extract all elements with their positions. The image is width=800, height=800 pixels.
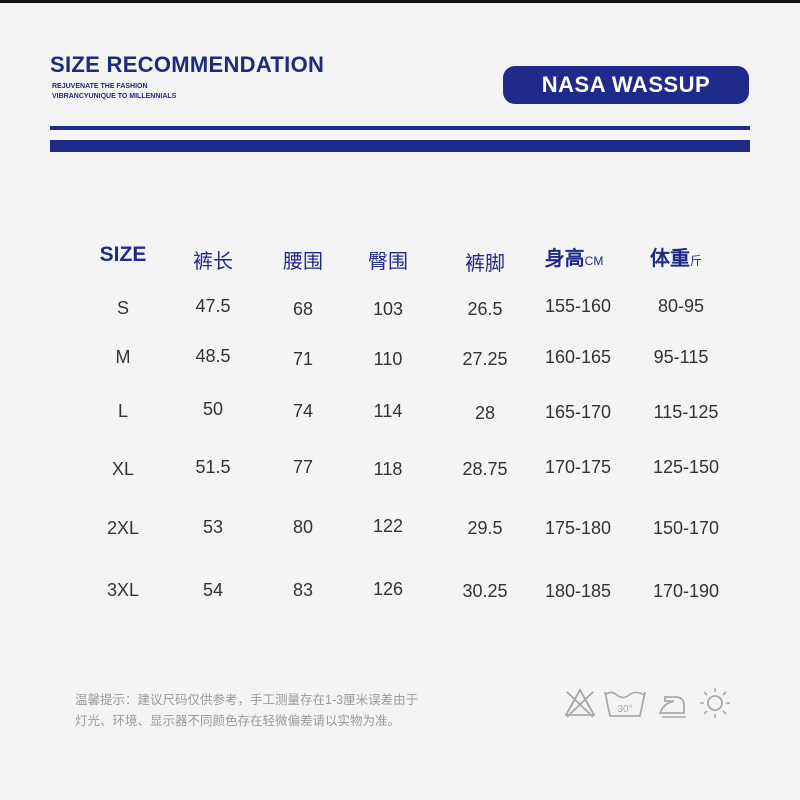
table-cell: 80-95 <box>657 296 705 316</box>
table-cell: 180-185 <box>544 581 612 601</box>
subtitle-line-1: REJUVENATE THE FASHION <box>52 83 148 90</box>
table-cell: 30.25 <box>462 581 508 601</box>
table-cell: 122 <box>372 516 404 536</box>
table-cell: 74 <box>292 401 314 421</box>
table-cell: 29.5 <box>467 518 503 538</box>
table-cell: 77 <box>292 457 314 477</box>
table-cell: 170-175 <box>544 457 612 477</box>
table-cell: 126 <box>372 579 404 599</box>
column-header-length: 裤长 <box>193 251 233 273</box>
table-cell: 71 <box>292 349 314 369</box>
divider-thin <box>50 126 750 130</box>
table-cell: 150-170 <box>652 518 720 538</box>
divider-thick <box>50 140 750 152</box>
column-header-size: SIZE <box>99 243 147 266</box>
table-cell: 27.25 <box>462 349 508 369</box>
table-cell: 115-125 <box>653 402 719 422</box>
table-cell: 51.5 <box>195 457 231 477</box>
no-bleach-icon <box>564 688 596 718</box>
table-cell: 28 <box>474 403 496 423</box>
sun-dry-icon <box>700 688 730 718</box>
wash-30-icon: 30° <box>604 691 646 717</box>
table-cell: 103 <box>372 299 404 319</box>
table-cell: 54 <box>202 580 224 600</box>
table-cell: XL <box>111 459 135 479</box>
table-cell: 2XL <box>106 518 140 538</box>
svg-text:30°: 30° <box>617 704 632 715</box>
brand-badge: NASA WASSUP <box>503 66 749 104</box>
column-header-waist: 腰围 <box>283 251 323 273</box>
table-cell: 80 <box>292 517 314 537</box>
table-cell: 160-165 <box>544 347 612 367</box>
table-cell: 48.5 <box>195 346 231 366</box>
table-cell: 3XL <box>106 580 140 600</box>
table-cell: 68 <box>292 299 314 319</box>
table-cell: 26.5 <box>467 299 503 319</box>
table-cell: L <box>117 401 128 421</box>
table-cell: 95-115 <box>653 347 709 367</box>
table-cell: 47.5 <box>195 296 231 316</box>
table-cell: 114 <box>373 401 403 421</box>
table-cell: S <box>116 298 129 318</box>
table-cell: 83 <box>292 580 314 600</box>
care-note-line-1: 温馨提示：建议尺码仅供参考，手工测量存在1-3厘米误差由于 <box>75 693 419 707</box>
table-cell: 118 <box>373 459 403 479</box>
table-cell: 53 <box>202 517 224 537</box>
column-header-hem: 裤脚 <box>465 253 505 275</box>
table-cell: 170-190 <box>652 581 720 601</box>
table-cell: 50 <box>202 399 224 419</box>
care-note-line-2: 灯光、环境、显示器不同颜色存在轻微偏差请以实物为准。 <box>75 714 401 728</box>
column-header-height: 身高CM <box>544 248 604 270</box>
column-header-hip: 臀围 <box>368 251 408 273</box>
table-cell: 28.75 <box>462 459 508 479</box>
subtitle-line-2: VIBRANCYUNIQUE TO MILLENNIALS <box>52 93 177 100</box>
iron-icon <box>658 696 686 718</box>
table-cell: 165-170 <box>544 402 612 422</box>
table-cell: 110 <box>373 349 403 369</box>
table-cell: 175-180 <box>544 518 612 538</box>
page-title: SIZE RECOMMENDATION <box>50 52 325 77</box>
column-header-weight: 体重斤 <box>649 248 702 270</box>
table-cell: 155-160 <box>544 296 612 316</box>
table-cell: M <box>115 347 131 367</box>
top-edge-line <box>0 0 800 3</box>
table-cell: 125-150 <box>652 457 720 477</box>
